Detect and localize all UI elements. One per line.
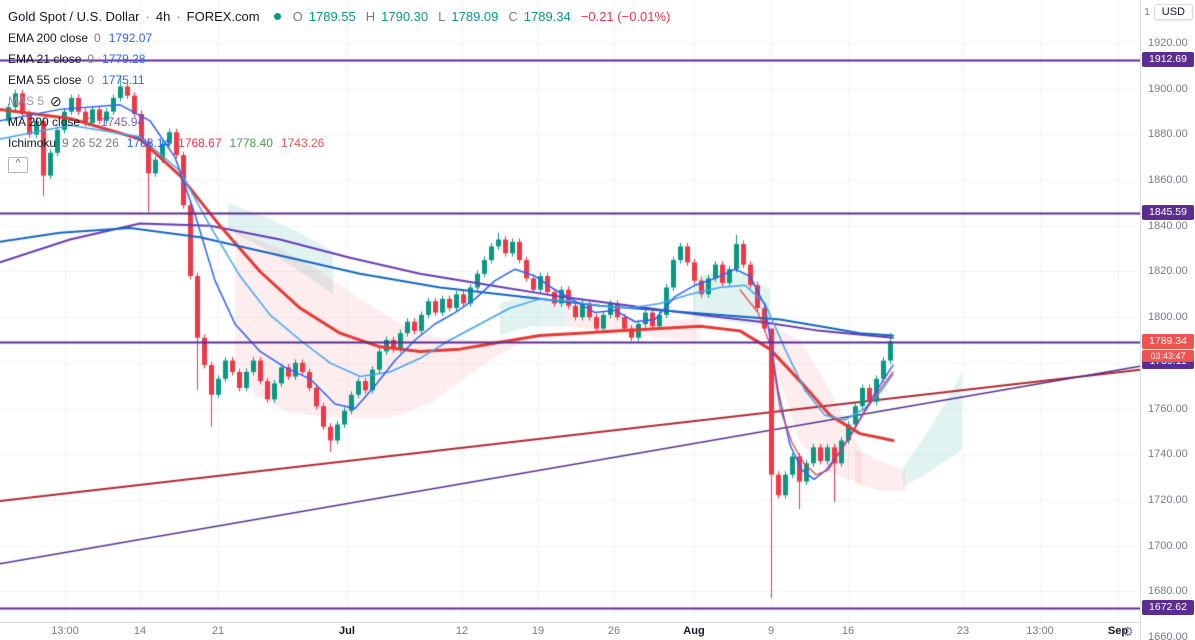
indicator-row[interactable]: Ichimoku 9 26 52 26 1788.14 1768.67 1778.40 1… [8,132,670,153]
indicator-value: 1792.07 [108,30,153,45]
currency-unit-row: 1 USD [1144,4,1193,20]
indicator-params: 0 [87,72,95,87]
indicator-row[interactable]: EMA 55 close 0 1775.11 [8,69,670,90]
price-tick-label: 1820.00 [1148,265,1188,278]
low-value: 1789.09 [451,9,499,24]
price-tick-label: 1720.00 [1148,493,1188,506]
indicator-name: EMA 55 close [8,72,82,87]
price-tick-label: 1880.00 [1148,128,1188,141]
price-tick-label: 1840.00 [1148,219,1188,232]
time-axis-label: 26 [607,625,621,637]
time-axis-label: Aug [683,625,705,637]
indicator-params: 9 26 52 26 [62,135,119,150]
time-axis-label: Sep [1107,625,1129,637]
price-tick-label: 1860.00 [1148,174,1188,187]
indicator-name: EMA 21 close [8,51,82,66]
time-axis-label: 9 [767,625,775,637]
indicator-row[interactable]: EMA 200 close 0 1792.07 [8,27,670,48]
time-axis-label: 14 [133,625,147,637]
chart-plot-area[interactable] [0,0,1140,622]
indicator-value: 1779.28 [102,51,146,66]
indicator-row[interactable]: EMA 21 close 0 1779.28 [8,48,670,69]
indicator-legend: EMA 200 close 0 1792.07 EMA 21 close 0 1779.2… [8,27,670,153]
indicator-value: 1745.94 [100,114,145,129]
unit-prefix: 1 [1144,6,1150,18]
separator: · [145,9,150,24]
indicator-value: 1775.11 [102,72,145,87]
separator: · [176,9,181,24]
price-axis[interactable]: 1 USD 1920.00 1900.00 1880.00 1860.00 1840.0… [1140,0,1195,640]
indicator-params: 0 [87,51,95,66]
indicator-value: 1743.26 [280,135,325,150]
time-axis[interactable]: 13:00 14 21 Jul 12 19 26 Aug 9 16 23 13:00 Sep [0,622,1140,640]
time-axis-label: 19 [531,625,545,637]
collapse-indicators-button[interactable]: ^ [8,157,28,173]
price-tick-label: 1800.00 [1148,311,1188,324]
time-axis-label: 21 [211,625,225,637]
indicator-params: 0 [86,114,93,129]
market-status-icon [273,13,281,20]
indicator-name: EMA 200 close [8,30,89,45]
symbol-header-row[interactable]: Gold Spot / U.S. Dollar · 4h · FOREX.com… [8,6,670,27]
time-axis-label: 16 [841,625,855,637]
close-label: C [508,9,518,24]
indicator-row[interactable]: MA 200 close 0 1745.94 [8,111,670,132]
low-label: L [438,9,446,24]
open-label: O [292,9,303,24]
indicator-name: MAS 5 [8,93,45,108]
open-value: 1789.55 [308,9,356,24]
high-label: H [365,9,376,24]
symbol-title[interactable]: Gold Spot / U.S. Dollar [8,9,140,24]
interval-label[interactable]: 4h [155,9,171,24]
price-level-badge: 1845.59 [1142,205,1194,221]
indicator-row[interactable]: MAS 5 ⊘ [8,90,670,111]
time-axis-label: 13:00 [51,625,79,637]
time-axis-label: 23 [956,625,970,637]
gear-icon[interactable]: ⚙ [1122,624,1134,639]
close-value: 1789.34 [523,9,571,24]
bar-countdown-badge: 03:43:47 [1142,349,1194,362]
price-tick-label: 1660.00 [1148,630,1188,640]
eye-off-icon[interactable]: ⊘ [50,92,62,109]
price-tick-label: 1900.00 [1148,82,1188,95]
price-level-badge: 1672.62 [1142,600,1194,616]
price-tick-label: 1920.00 [1148,37,1188,50]
change-value: −0.21 (−0.01%) [580,9,671,24]
price-tick-label: 1760.00 [1148,402,1188,415]
price-tick-label: 1700.00 [1148,539,1188,552]
price-tick-label: 1680.00 [1148,585,1188,598]
currency-unit-toggle[interactable]: USD [1153,4,1193,20]
indicator-value: 1768.67 [178,135,222,150]
time-axis-label: 12 [455,625,469,637]
price-level-badge: 1912.69 [1142,51,1194,67]
exchange-label: FOREX.com [186,9,260,24]
time-axis-label: Jul [339,625,355,637]
high-value: 1790.30 [381,9,429,24]
legend: Gold Spot / U.S. Dollar · 4h · FOREX.com… [8,6,670,173]
price-tick-label: 1740.00 [1148,448,1188,461]
indicator-name: Ichimoku [8,135,57,150]
indicator-name: MA 200 close [8,114,81,129]
time-axis-label: 13:00 [1026,625,1054,637]
indicator-value: 1788.14 [126,135,171,150]
indicator-value: 1778.40 [229,135,273,150]
current-price-badge: 1789.34 [1142,333,1194,349]
indicator-params: 0 [94,30,101,45]
